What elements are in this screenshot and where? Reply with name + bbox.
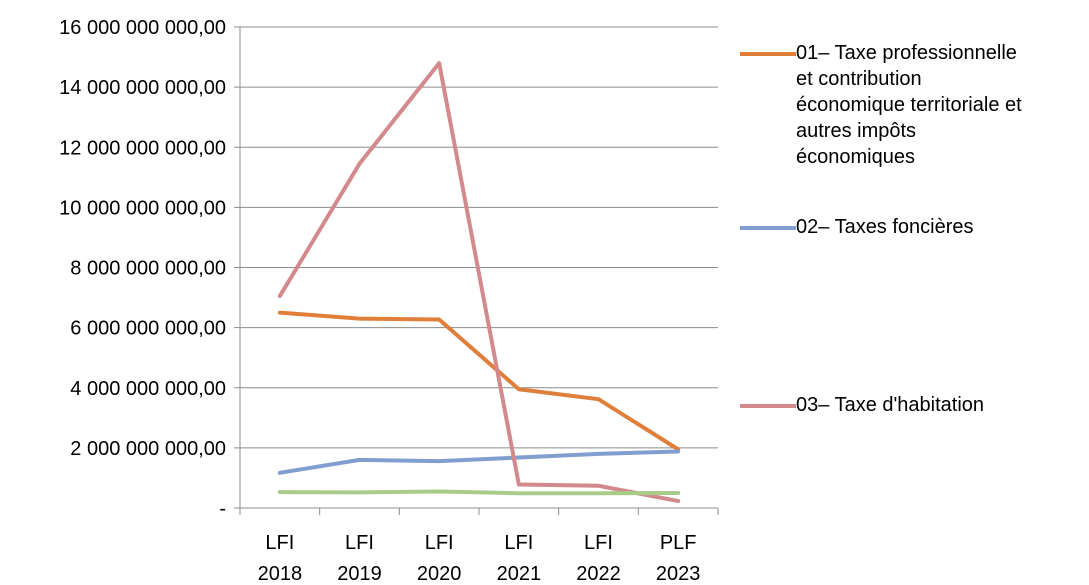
series-line-4 [277,489,681,496]
legend-label-line: 03– Taxe d'habitation [796,394,985,416]
y-tick-label: - [219,498,226,520]
legend-item: 02– Taxes foncières [740,214,1086,240]
y-tick-label: 16 000 000 000,00 [59,17,226,39]
legend-label-line: et contribution [796,68,922,90]
x-tick-label: 2020 [417,563,462,585]
legend-item: 01– Taxe professionnelle et contribution é… [740,40,1086,170]
x-tick-label: LFI [584,532,613,554]
series-line-2 [277,449,681,475]
series-line-1 [277,310,681,452]
legend: 01– Taxe professionnelle et contribution é… [740,0,1089,585]
x-tick-label: LFI [265,532,294,554]
legend-label-line: 01– Taxe professionnelle [796,42,1017,64]
legend-item: 03– Taxe d'habitation [740,392,1086,418]
legend-label-line: économiques [796,146,915,168]
x-tick-label: PLF [660,532,697,554]
legend-label-line: 02– Taxes foncières [796,216,974,238]
y-tick-label: 10 000 000 000,00 [59,197,226,219]
x-axis-tick-labels: LFI 2018 LFI 2019 LFI 2020 LFI 2021 LFI 2022 PLF 20… [258,532,701,585]
y-tick-label: 6 000 000 000,00 [70,318,226,340]
x-tick-label: 2021 [497,563,542,585]
y-tick-label: 2 000 000 000,00 [70,438,226,460]
x-tick-label: LFI [425,532,454,554]
y-axis-tick-labels: 16 000 000 000,00 14 000 000 000,00 12 000… [59,17,226,520]
series-lines [277,61,681,504]
y-tick-label: 8 000 000 000,00 [70,258,226,280]
gridlines [240,26,718,449]
x-tick-label: 2022 [576,563,621,585]
x-tick-label: 2018 [258,563,303,585]
x-tick-label: LFI [345,532,374,554]
legend-swatch [740,404,796,408]
x-tick-label: 2023 [656,563,701,585]
legend-label: 01– Taxe professionnelle et contribution é… [796,40,1086,170]
axes [234,26,719,515]
legend-label-line: autres impôts [796,120,917,142]
series-line-3 [277,61,681,504]
y-tick-label: 14 000 000 000,00 [59,77,226,99]
legend-label: 03– Taxe d'habitation [796,392,1086,418]
x-tick-label: 2019 [337,563,382,585]
legend-label-line: économique territoriale et [796,94,1022,116]
legend-label: 02– Taxes foncières [796,214,1086,240]
legend-swatch [740,226,796,230]
x-tick-label: LFI [504,532,533,554]
legend-swatch [740,52,796,56]
y-tick-label: 12 000 000 000,00 [59,137,226,159]
y-tick-label: 4 000 000 000,00 [70,378,226,400]
